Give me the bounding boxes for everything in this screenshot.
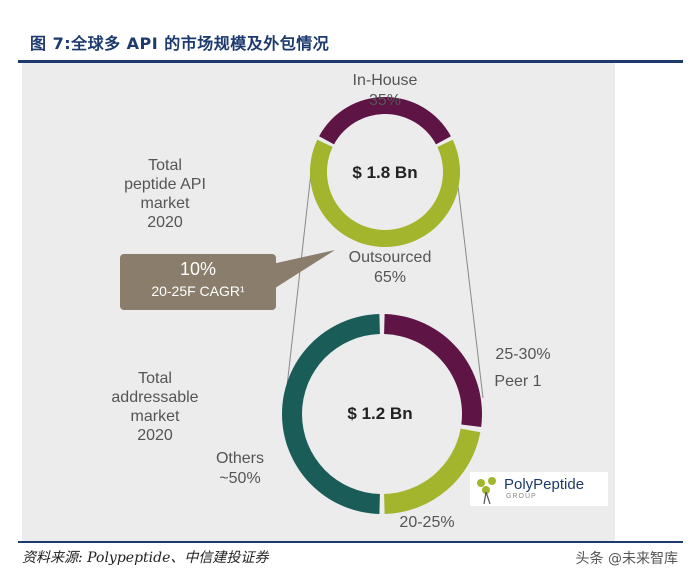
logo-sub: GROUP xyxy=(506,493,537,500)
label-inhouse-pct: 35% xyxy=(368,92,402,109)
source-divider xyxy=(18,541,683,543)
label-bottom-pct: 20-25% xyxy=(399,514,455,531)
donut-slice-others xyxy=(281,314,380,514)
cagr-callout: 10% 20-25F CAGR¹ xyxy=(120,254,276,310)
donut-slice-in-house xyxy=(319,96,451,145)
donut-slice-outsourced xyxy=(309,139,460,248)
label-others-name: Others xyxy=(215,450,264,467)
logo-name: PolyPeptide xyxy=(504,476,585,493)
donut-slice-competitor-1 xyxy=(384,428,481,514)
label-peer-name: Peer 1 xyxy=(494,373,542,390)
label-outsourced-pct: 65% xyxy=(373,269,407,286)
callout-pointer xyxy=(272,250,335,290)
connector-right xyxy=(457,185,484,399)
cagr-value: 10% xyxy=(179,259,217,279)
label-others-pct: ~50% xyxy=(219,470,261,487)
center-label-peptide-market: $ 1.8 Bn xyxy=(352,163,418,182)
label-total-addressable: Total addressable market 2020 xyxy=(111,370,199,444)
polypeptide-logo: PolyPeptide GROUP xyxy=(470,472,608,506)
cagr-label: 20-25F CAGR¹ xyxy=(151,283,245,299)
label-inhouse-name: In-House xyxy=(352,72,418,89)
watermark: 头条 @未来智库 xyxy=(575,551,678,567)
donut-slice-peer-1 xyxy=(384,314,482,428)
source-note: 资料来源: Polypeptide、中信建投证券 xyxy=(22,550,269,566)
donut-addressable-market xyxy=(281,314,482,514)
figure-title: 图 7:全球多 API 的市场规模及外包情况 xyxy=(30,34,330,53)
title-divider xyxy=(18,60,683,63)
donut-peptide-api-market xyxy=(309,96,460,248)
center-label-addressable-market: $ 1.2 Bn xyxy=(347,404,413,423)
molecule-icon xyxy=(477,477,496,505)
label-peer-range: 25-30% xyxy=(495,346,551,363)
label-outsourced-name: Outsourced xyxy=(348,249,432,266)
label-total-peptide-api: Total peptide API market 2020 xyxy=(124,157,206,231)
connector-left xyxy=(283,163,313,414)
